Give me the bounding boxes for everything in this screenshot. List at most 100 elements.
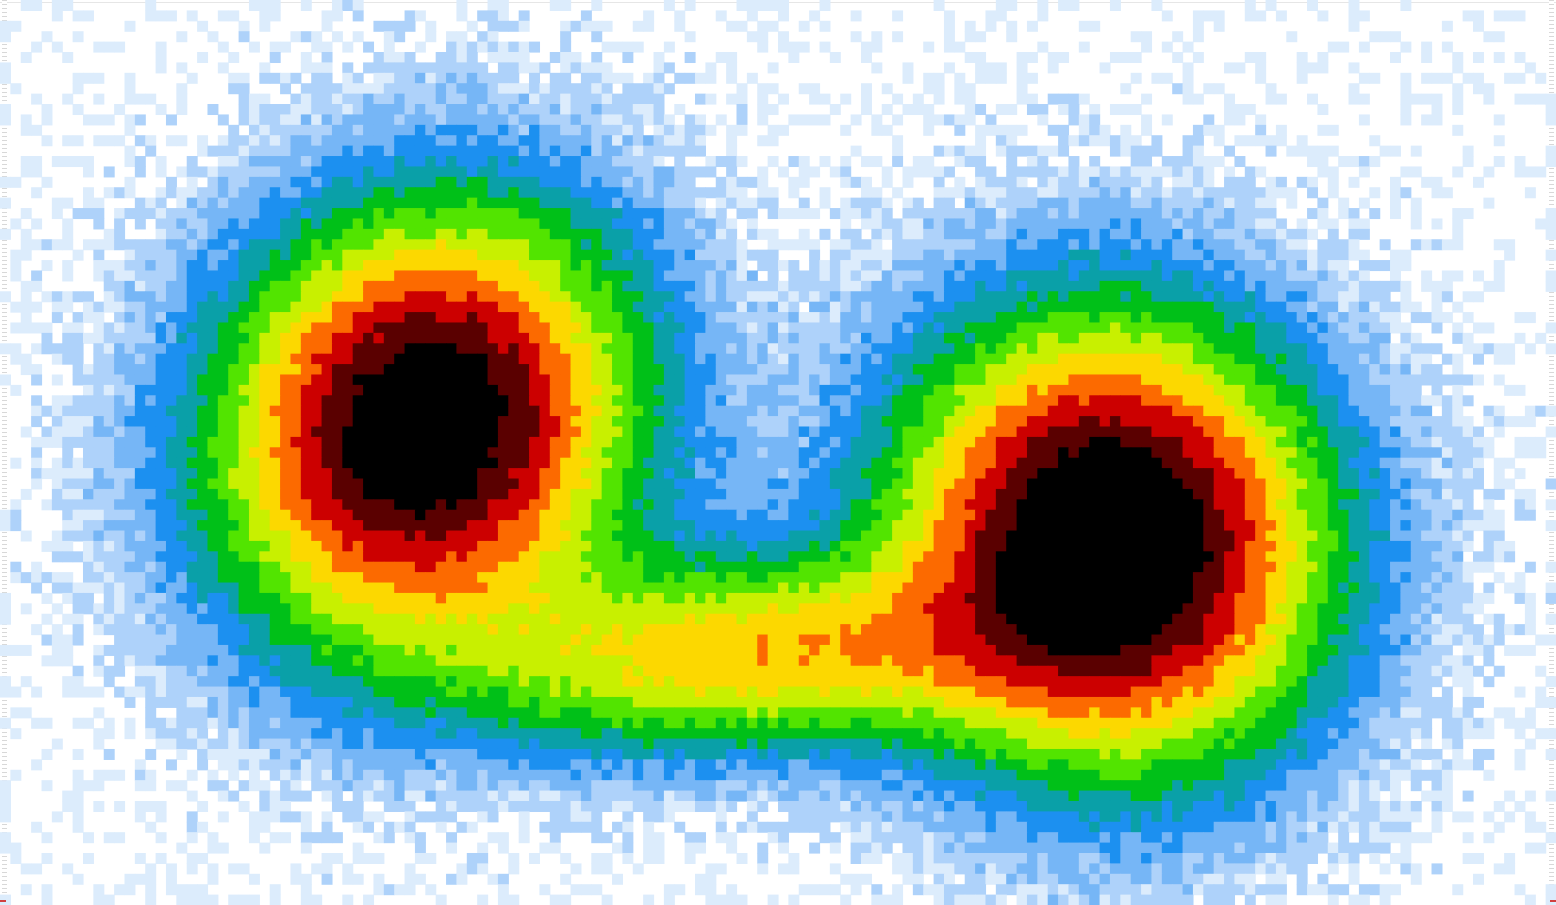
heatmap-cell [1151, 187, 1163, 199]
heatmap-cell [207, 228, 219, 240]
heatmap-cell [881, 197, 893, 209]
heatmap-cell [767, 187, 779, 199]
heatmap-cell [1161, 312, 1173, 324]
heatmap-cell [809, 374, 821, 386]
heatmap-cell [539, 218, 551, 230]
heatmap-cell [477, 436, 489, 448]
heatmap-cell [1493, 416, 1505, 428]
heatmap-cell [539, 114, 551, 126]
heatmap-cell [72, 322, 84, 334]
heatmap-cell [1275, 176, 1287, 188]
heatmap-cell [1006, 197, 1018, 209]
heatmap-cell [985, 249, 997, 261]
heatmap-cell [622, 176, 634, 188]
heatmap-cell [404, 62, 416, 74]
heatmap-cell [1348, 312, 1360, 324]
heatmap-cell [1141, 405, 1153, 417]
heatmap-cell [259, 384, 271, 396]
heatmap-cell [881, 426, 893, 438]
heatmap-cell [508, 343, 520, 355]
heatmap-cell [1338, 270, 1350, 282]
heatmap-cell [1379, 353, 1391, 365]
heatmap-cell [1410, 395, 1422, 407]
heatmap-cell [477, 447, 489, 459]
heatmap-cell [964, 145, 976, 157]
heatmap-cell [342, 249, 354, 261]
heatmap-cell [1431, 239, 1443, 251]
heatmap-cell [612, 343, 623, 355]
heatmap-cell [290, 124, 302, 136]
heatmap-cell [456, 31, 468, 43]
heatmap-cell [612, 353, 623, 365]
heatmap-cell [1203, 301, 1215, 313]
heatmap-cell [1099, 124, 1111, 136]
heatmap-cell [1089, 20, 1101, 32]
heatmap-cell [1192, 187, 1204, 199]
heatmap-cell [1327, 270, 1339, 282]
heatmap-cell [1327, 436, 1339, 448]
heatmap-cell [1307, 62, 1319, 74]
heatmap-cell [1327, 41, 1339, 53]
heatmap-cell [1286, 280, 1298, 292]
heatmap-cell [425, 405, 437, 417]
heatmap-cell [373, 364, 385, 376]
heatmap-cell [114, 468, 126, 480]
heatmap-cell [1307, 249, 1319, 261]
heatmap-cell [860, 93, 872, 105]
heatmap-cell [601, 83, 613, 95]
heatmap-cell [1244, 260, 1256, 272]
heatmap-cell [643, 156, 655, 168]
heatmap-cell [663, 176, 675, 188]
heatmap-cell [331, 93, 343, 105]
heatmap-cell [414, 343, 426, 355]
heatmap-cell [228, 83, 240, 95]
heatmap-cell [446, 72, 458, 84]
heatmap-cell [1348, 176, 1360, 188]
heatmap-cell [1099, 468, 1111, 480]
heatmap-cell [643, 270, 655, 282]
heatmap-cell [705, 249, 717, 261]
heatmap-cell [414, 135, 426, 147]
heatmap-cell [695, 249, 706, 261]
heatmap-cell [881, 384, 893, 396]
heatmap-cell [238, 343, 250, 355]
heatmap-cell [114, 301, 126, 313]
heatmap-cell [1089, 124, 1101, 136]
heatmap-cell [933, 416, 945, 428]
heatmap-cell [632, 312, 644, 324]
heatmap-cell [1400, 83, 1412, 95]
heatmap-cell [560, 41, 572, 53]
heatmap-cell [788, 426, 800, 438]
heatmap-cell [103, 135, 115, 147]
heatmap-cell [300, 270, 312, 282]
heatmap-cell [809, 343, 821, 355]
heatmap-cell [300, 104, 312, 116]
heatmap-cell [1068, 332, 1080, 344]
heatmap-cell [321, 405, 333, 417]
heatmap-cell [923, 83, 935, 95]
heatmap-cell [1338, 395, 1350, 407]
heatmap-cell [342, 364, 354, 376]
heatmap-cell [840, 291, 852, 303]
heatmap-cell [280, 187, 292, 199]
heatmap-cell [1130, 426, 1142, 438]
heatmap-cell [72, 426, 84, 438]
heatmap-cell [311, 353, 323, 365]
heatmap-cell [425, 187, 437, 199]
heatmap-cell [591, 384, 603, 396]
heatmap-cell [892, 322, 904, 334]
heatmap-cell [1078, 312, 1090, 324]
heatmap-cell [1410, 436, 1422, 448]
heatmap-cell [352, 10, 364, 22]
heatmap-cell [1037, 416, 1049, 428]
heatmap-cell [1452, 208, 1464, 220]
heatmap-cell [674, 416, 686, 428]
heatmap-cell [31, 395, 43, 407]
heatmap-cell [435, 332, 447, 344]
heatmap-cell [902, 374, 914, 386]
heatmap-cell [414, 218, 426, 230]
heatmap-cell [985, 343, 997, 355]
heatmap-cell [176, 260, 188, 272]
heatmap-cell [1213, 364, 1225, 376]
heatmap-cell [705, 156, 717, 168]
